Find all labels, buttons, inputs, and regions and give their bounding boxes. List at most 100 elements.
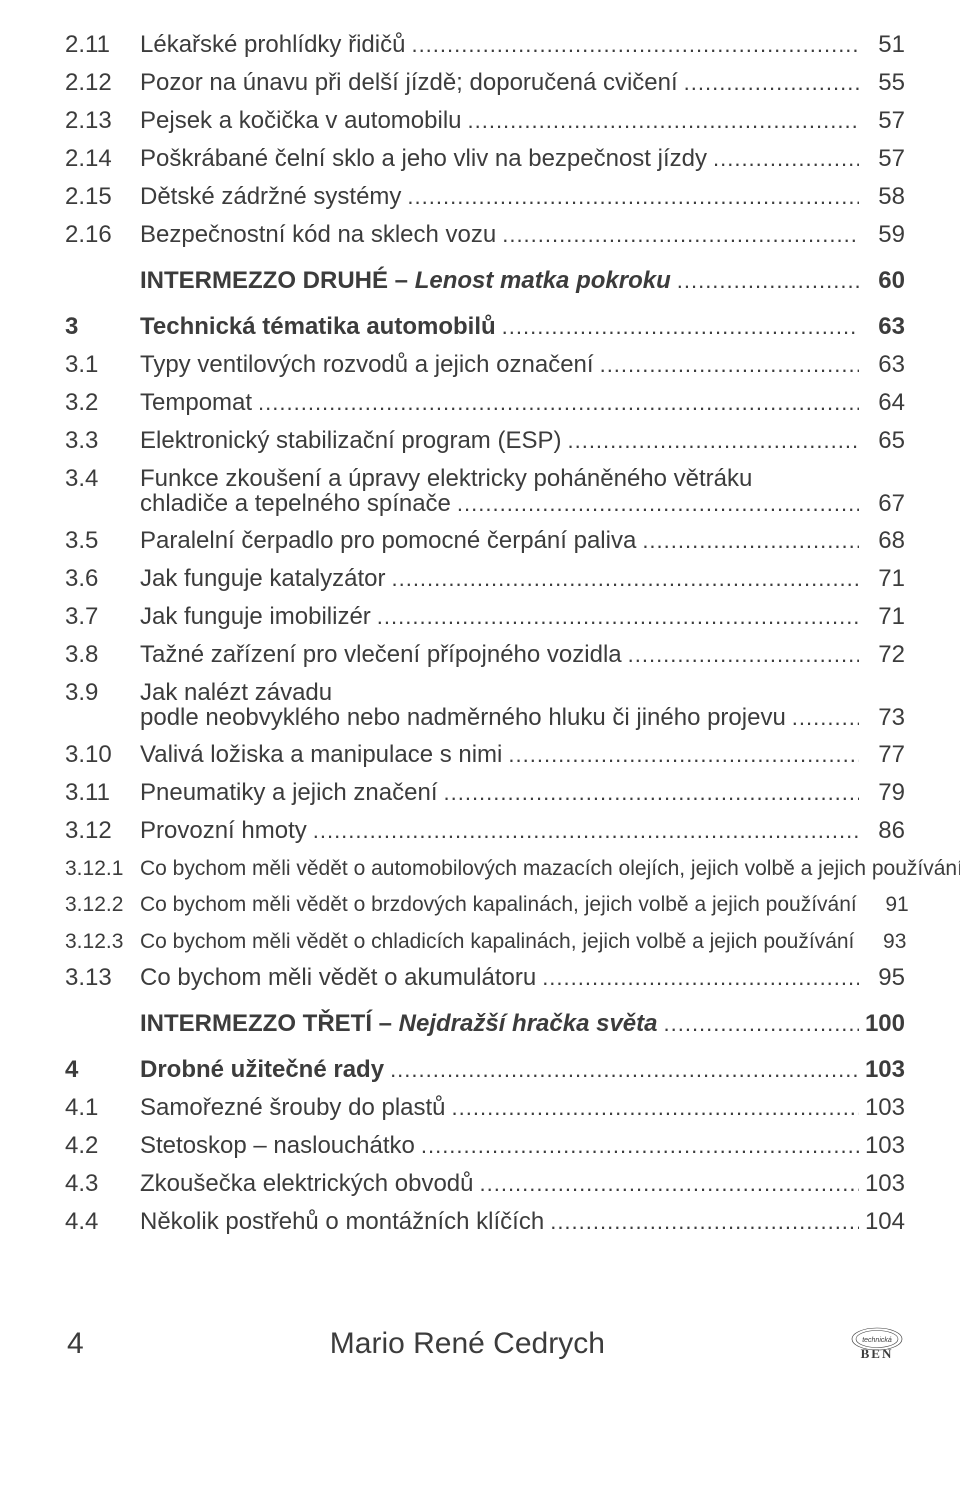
toc-title: Typy ventilových rozvodů a jejich označe… [140, 350, 594, 380]
toc-number: 3.4 [65, 464, 140, 494]
toc-page: 63 [865, 350, 905, 380]
toc-number: 3 [65, 312, 140, 342]
toc-row: 3.5Paralelní čerpadlo pro pomocné čerpán… [65, 526, 905, 556]
toc-leader [684, 69, 859, 97]
svg-text:technická: technická [862, 1337, 892, 1344]
toc-title: Dětské zádržné systémy [140, 182, 401, 212]
toc-row: 3.10Valivá ložiska a manipulace s nimi77 [65, 740, 905, 770]
toc-leader [444, 779, 860, 807]
toc-number: 2.13 [65, 106, 140, 136]
toc-title: Samořezné šrouby do plastů [140, 1093, 446, 1123]
toc-leader [502, 221, 859, 249]
toc-title: Paralelní čerpadlo pro pomocné čerpání p… [140, 526, 636, 556]
toc-row: 2.13Pejsek a kočička v automobilu57 [65, 106, 905, 136]
toc-number: 4.4 [65, 1207, 140, 1237]
toc-title: Lékařské prohlídky řidičů [140, 30, 405, 60]
toc-row: 2.16Bezpečnostní kód na sklech vozu 59 [65, 220, 905, 250]
toc-row: 3.12.3Co bychom měli vědět o chladicích … [65, 927, 905, 955]
toc-leader [542, 964, 859, 992]
toc-leader [792, 705, 859, 731]
toc-row: 2.11Lékařské prohlídky řidičů51 [65, 30, 905, 60]
toc-page: 67 [865, 490, 905, 518]
toc-number: 4.1 [65, 1093, 140, 1123]
toc-number: 3.6 [65, 564, 140, 594]
toc-leader [664, 1010, 859, 1038]
toc-page: 93 [866, 929, 906, 955]
toc-number: 4 [65, 1055, 140, 1085]
toc-intermezzo: INTERMEZZO DRUHÉ – Lenost matka pokroku6… [65, 266, 905, 296]
toc-row: 4Drobné užitečné rady103 [65, 1055, 905, 1085]
toc-page: 100 [865, 1009, 905, 1039]
toc-number: 2.15 [65, 182, 140, 212]
toc-number: 2.12 [65, 68, 140, 98]
toc-row: 4.1Samořezné šrouby do plastů 103 [65, 1093, 905, 1123]
toc-row: 2.14Poškrábané čelní sklo a jeho vliv na… [65, 144, 905, 174]
toc-leader [452, 1094, 859, 1122]
toc-title: Tempomat [140, 388, 252, 418]
toc-number: 3.5 [65, 526, 140, 556]
toc-row: 3.3Elektronický stabilizační program (ES… [65, 426, 905, 456]
toc-title: Tažné zařízení pro vlečení přípojného vo… [140, 640, 622, 670]
toc-title: Několik postřehů o montážních klíčích [140, 1207, 544, 1237]
toc-intermezzo: INTERMEZZO TŘETÍ – Nejdražší hračka svět… [65, 1009, 905, 1039]
toc-leader [502, 313, 859, 341]
toc-number: 2.16 [65, 220, 140, 250]
toc-title: Pozor na únavu při delší jízdě; doporuče… [140, 68, 678, 98]
toc-number: 3.13 [65, 963, 140, 993]
footer-author: Mario René Cedrych [84, 1327, 851, 1361]
toc-title-cont: podle neobvyklého nebo nadměrného hluku … [140, 704, 786, 732]
toc-number: 4.2 [65, 1131, 140, 1161]
toc-number: 3.10 [65, 740, 140, 770]
toc-row: 3.12Provozní hmoty86 [65, 816, 905, 846]
toc-leader [567, 427, 859, 455]
toc-row-line2: chladiče a tepelného spínače 67 [65, 490, 905, 518]
toc-page: 71 [865, 564, 905, 594]
toc-leader [411, 31, 859, 59]
toc-row: 3.12.1Co bychom měli vědět o automobilov… [65, 854, 905, 882]
toc-leader [390, 1056, 859, 1084]
toc-leader [407, 183, 859, 211]
toc-page: 71 [865, 602, 905, 632]
toc-title: Jak funguje katalyzátor [140, 564, 385, 594]
toc-number: 3.3 [65, 426, 140, 456]
table-of-contents: 2.11Lékařské prohlídky řidičů51 2.12Pozor… [65, 30, 905, 1237]
toc-page: 59 [865, 220, 905, 250]
toc-number: 3.12.1 [65, 856, 140, 882]
toc-page: 65 [865, 426, 905, 456]
toc-row: 2.12Pozor na únavu při delší jízdě; dopo… [65, 68, 905, 98]
toc-title: Co bychom měli vědět o chladicích kapali… [140, 929, 854, 955]
toc-row: 3.13Co bychom měli vědět o akumulátoru95 [65, 963, 905, 993]
toc-title-cont: chladiče a tepelného spínače [140, 490, 451, 518]
toc-title: Co bychom měli vědět o brzdových kapalin… [140, 892, 857, 918]
toc-title: Poškrábané čelní sklo a jeho vliv na bez… [140, 144, 707, 174]
toc-number: 3.9 [65, 678, 140, 708]
toc-page: 103 [865, 1093, 905, 1123]
toc-row: 3.1Typy ventilových rozvodů a jejich ozn… [65, 350, 905, 380]
toc-leader [642, 527, 859, 555]
toc-title: INTERMEZZO DRUHÉ – Lenost matka pokroku [140, 266, 671, 296]
toc-page: 63 [865, 312, 905, 342]
toc-title: Valivá ložiska a manipulace s nimi [140, 740, 502, 770]
toc-number: 4.3 [65, 1169, 140, 1199]
toc-title: Zkoušečka elektrických obvodů [140, 1169, 474, 1199]
toc-row: 3.2Tempomat64 [65, 388, 905, 418]
publisher-logo: technická BEN [851, 1327, 903, 1361]
toc-title: Bezpečnostní kód na sklech vozu [140, 220, 496, 250]
toc-number: 3.12.3 [65, 929, 140, 955]
toc-leader [628, 641, 859, 669]
toc-leader [391, 565, 859, 593]
toc-title: Co bychom měli vědět o automobilových ma… [140, 856, 960, 882]
toc-title: Technická tématika automobilů [140, 312, 496, 342]
toc-page: 57 [865, 144, 905, 174]
toc-number: 2.11 [65, 30, 140, 60]
toc-title: Provozní hmoty [140, 816, 307, 846]
footer-page-number: 4 [67, 1327, 84, 1361]
toc-title: Drobné užitečné rady [140, 1055, 384, 1085]
toc-page: 86 [865, 816, 905, 846]
toc-title: Stetoskop – naslouchátko [140, 1131, 415, 1161]
toc-page: 55 [865, 68, 905, 98]
toc-page: 103 [865, 1131, 905, 1161]
toc-title: INTERMEZZO TŘETÍ – Nejdražší hračka svět… [140, 1009, 658, 1039]
toc-title: Jak funguje imobilizér [140, 602, 371, 632]
toc-page: 57 [865, 106, 905, 136]
